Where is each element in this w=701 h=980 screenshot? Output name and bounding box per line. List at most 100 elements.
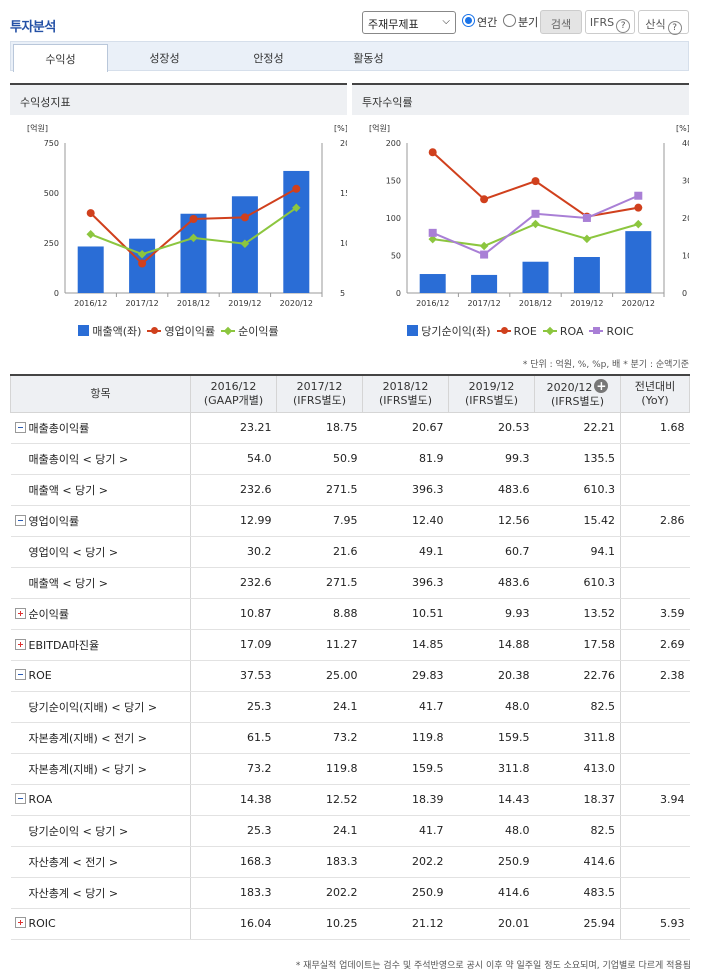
- line-point: [428, 234, 437, 244]
- table-cell: 20.01: [448, 907, 535, 940]
- right-tick-label: 20: [682, 214, 689, 223]
- table-row: 영업이익률 12.99 7.95 12.40 12.56 15.42 2.86: [10, 504, 690, 537]
- legend-item[interactable]: ROIC: [589, 325, 634, 338]
- page-title: 투자분석: [10, 20, 56, 35]
- radio-annual[interactable]: [462, 14, 475, 27]
- table-row: 자본총계(지배) < 당기 > 73.2 119.8 159.5 311.8 413.0: [10, 753, 690, 785]
- table-cell: 183.3: [276, 846, 363, 878]
- row-label-text: 매출액 < 당기 >: [28, 576, 109, 590]
- statement-type-select[interactable]: 주재무제표 ⌵: [362, 11, 456, 34]
- right-axis-unit: [%]: [334, 124, 347, 133]
- table-cell: 18.75: [276, 411, 363, 444]
- yoy-cell: 2.69: [620, 628, 690, 661]
- line-point: [240, 239, 250, 248]
- legend-item[interactable]: 순이익률: [221, 323, 279, 339]
- table-cell: 41.7: [362, 691, 449, 723]
- table-cell: 14.43: [448, 783, 535, 816]
- table-cell: 12.52: [276, 783, 363, 816]
- table-row: 자본총계(지배) < 전기 > 61.5 73.2 119.8 159.5 311.8: [10, 722, 690, 754]
- column-header-year: 2019/12 (IFRS별도): [448, 374, 535, 413]
- tab-profitability[interactable]: 수익성: [13, 44, 108, 72]
- category-label: 2016/12: [416, 299, 449, 308]
- legend-label: ROA: [559, 325, 584, 338]
- table-row: EBITDA마진율 17.09 11.27 14.85 14.88 17.58 2.69: [10, 628, 690, 661]
- table-cell: 232.6: [190, 474, 277, 506]
- search-button-label: 검색: [550, 18, 572, 31]
- chart-legend: 당기순이익(좌) ROE ROA ROIC: [352, 323, 689, 339]
- collapse-icon[interactable]: [14, 421, 26, 433]
- legend-item[interactable]: 당기순이익(좌): [407, 323, 491, 339]
- expand-icon[interactable]: [14, 607, 26, 619]
- table-cell: 413.0: [534, 753, 621, 785]
- line-point: [86, 230, 95, 239]
- yoy-cell: [620, 443, 690, 475]
- column-header-year: 2018/12 (IFRS별도): [362, 374, 449, 413]
- ifrs-help-button[interactable]: IFRS?: [585, 10, 635, 34]
- expand-icon[interactable]: [14, 917, 26, 928]
- legend-item[interactable]: ROE: [496, 325, 537, 338]
- table-row: 매출총이익률 23.21 18.75 20.67 20.53 22.21 1.68: [10, 411, 690, 444]
- table-cell: 12.56: [448, 504, 535, 537]
- formula-help-button[interactable]: 산식?: [638, 10, 689, 35]
- yoy-cell: [620, 536, 690, 568]
- row-label: 자산총계 < 전기 >: [10, 846, 191, 878]
- table-header-row: 항목 2016/12 (GAAP개별) 2017/12 (IFRS별도) 2018/…: [10, 374, 690, 413]
- year-label: 2018/12: [382, 379, 429, 393]
- radio-quarter[interactable]: [503, 14, 516, 27]
- collapse-icon[interactable]: [14, 793, 26, 804]
- tab-growth[interactable]: 성장성: [117, 42, 212, 70]
- profitability-chart: [억원] [%] 750 500 250 0 20 15 10 5 2016/12 2017/12 20…: [27, 123, 347, 308]
- table-cell: 21.12: [362, 907, 449, 940]
- ifrs-label: IFRS: [589, 16, 615, 29]
- add-column-icon[interactable]: +: [594, 378, 609, 393]
- legend-label: 매출액(좌): [92, 325, 142, 338]
- table-cell: 29.83: [362, 659, 449, 692]
- table-cell: 18.39: [362, 783, 449, 816]
- column-header-yoy: 전년대비 (YoY): [620, 374, 690, 413]
- tab-stability[interactable]: 안정성: [221, 42, 316, 70]
- table-cell: 414.6: [448, 877, 535, 909]
- row-label-text: ROIC: [28, 917, 56, 930]
- analysis-tabs: 수익성 성장성 안정성 활동성: [10, 41, 689, 72]
- row-label: 매출총이익률: [10, 411, 191, 444]
- table-cell: 311.8: [448, 753, 535, 785]
- legend-item[interactable]: 영업이익률: [147, 323, 215, 339]
- radio-annual-label: 연간: [477, 16, 498, 29]
- line-point: [531, 209, 540, 218]
- table-cell: 61.5: [190, 722, 277, 754]
- collapse-icon[interactable]: [14, 669, 26, 680]
- table-row: 매출액 < 당기 > 232.6 271.5 396.3 483.6 610.3: [10, 474, 690, 506]
- column-header-item: 항목: [10, 374, 191, 413]
- yoy-cell: [620, 753, 690, 785]
- unit-note: * 단위 : 억원, %, %p, 배 * 분기 : 순액기준: [522, 360, 689, 370]
- category-label: 2020/12: [622, 299, 655, 308]
- category-label: 2019/12: [570, 299, 603, 308]
- table-cell: 16.04: [190, 907, 277, 940]
- bar: [419, 274, 446, 293]
- row-label-text: 매출총이익 < 당기 >: [28, 452, 129, 466]
- year-label: 2016/12: [210, 379, 257, 393]
- row-label: 자산총계 < 당기 >: [10, 877, 191, 909]
- table-cell: 20.53: [448, 411, 535, 444]
- table-cell: 202.2: [362, 846, 449, 878]
- line-point: [582, 234, 592, 244]
- yoy-cell: [620, 815, 690, 847]
- row-label: 순이익률: [10, 597, 191, 630]
- yoy-cell: 2.38: [620, 659, 690, 692]
- expand-icon[interactable]: [14, 638, 26, 650]
- bar: [573, 257, 600, 293]
- right-tick-label: 10: [682, 252, 689, 261]
- yoy-cell: [620, 846, 690, 878]
- table-cell: 14.88: [448, 628, 535, 661]
- table-cell: 12.40: [362, 504, 449, 537]
- table-cell: 250.9: [448, 846, 535, 878]
- legend-item[interactable]: 매출액(좌): [78, 323, 141, 339]
- header: 투자분석 주재무제표 ⌵ 연간 분기 검색 IFRS? 산식?: [0, 0, 701, 40]
- search-button[interactable]: 검색: [540, 10, 582, 34]
- tab-activity[interactable]: 활동성: [321, 42, 416, 70]
- table-cell: 135.5: [534, 443, 621, 475]
- table-cell: 396.3: [362, 567, 449, 599]
- table-cell: 483.5: [534, 877, 621, 909]
- legend-item[interactable]: ROA: [542, 325, 584, 338]
- collapse-icon[interactable]: [14, 514, 26, 526]
